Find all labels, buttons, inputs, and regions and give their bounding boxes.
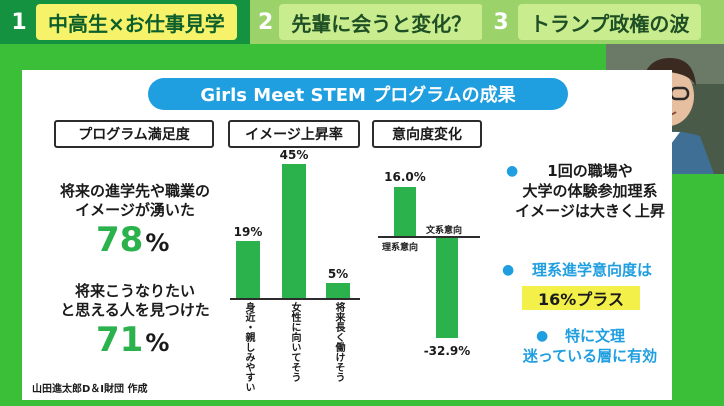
satisfaction-item2-number: 71 [96, 320, 144, 360]
intent-change-value-label: -32.9% [423, 344, 471, 358]
satisfaction-item2-line1: 将来こうなりたい [74, 282, 195, 300]
topic-2-label: 先輩に会うと変化？ [279, 4, 484, 40]
image-rise-category-label: 身近・親しみやすい [243, 302, 254, 392]
topic-1: 1 中高生×お仕事見学 [0, 0, 250, 44]
satisfaction-item1-value: 78% [96, 220, 169, 260]
header-intent-change: 意向度変化 [372, 120, 482, 148]
image-rise-category-label: 女性に向いてそう [289, 302, 300, 382]
image-rise-bar [236, 241, 260, 298]
satisfaction-item1-line1: 将来の進学先や職業の [59, 182, 210, 200]
image-rise-value-label: 45% [279, 148, 309, 162]
topic-3-label: トランプ政権の波 [518, 4, 702, 40]
point3-line2: 迷っている層に有効 [522, 347, 658, 365]
bullet-icon: ● [502, 262, 515, 278]
topic-banner: 1 中高生×お仕事見学 2 先輩に会うと変化？ 3 トランプ政権の波 [0, 0, 724, 44]
credit-text: 山田進太郎D＆I財団 作成 [32, 384, 148, 395]
intent-change-value-label: 16.0% [384, 170, 426, 185]
image-rise-category-label: 将来長く働けそう [333, 302, 344, 382]
image-rise-value-label: 5% [327, 267, 349, 282]
point2-highlight: 16%プラス [522, 286, 640, 310]
intent-change-category-label: 文系意向 [426, 226, 463, 236]
image-rise-bar [282, 164, 306, 298]
percent-unit: % [145, 229, 170, 257]
satisfaction-item2-line2: と思える人を見つけた [60, 301, 210, 319]
intent-change-bar [394, 187, 416, 236]
intent-change-bar [436, 238, 458, 338]
satisfaction-item1-line2: イメージが湧いた [75, 201, 195, 219]
panel-title: Girls Meet STEM プログラムの成果 [148, 78, 568, 110]
point3-line1: 特に文理 [564, 327, 625, 345]
percent-unit: % [145, 329, 170, 357]
header-image-rise: イメージ上昇率 [228, 120, 360, 148]
satisfaction-item1-number: 78 [96, 220, 144, 260]
point1-line1: 1回の職場や [547, 162, 633, 180]
topic-1-number: 1 [11, 9, 27, 35]
image-rise-value-label: 19% [233, 225, 263, 240]
satisfaction-item2-value: 71% [96, 320, 169, 360]
topic-3-number: 3 [493, 9, 509, 35]
bullet-icon: ● [506, 163, 519, 179]
point1-line3: イメージは大きく上昇 [515, 202, 665, 220]
intent-change-category-label: 理系意向 [382, 243, 419, 253]
topic-1-label: 中高生×お仕事見学 [36, 4, 237, 40]
bullet-icon: ● [536, 328, 549, 344]
image-rise-axis [230, 298, 360, 300]
point2-line1: 理系進学意向度は [531, 261, 652, 279]
image-rise-bar [326, 283, 350, 298]
header-satisfaction: プログラム満足度 [54, 120, 214, 148]
topic-2: 2 先輩に会うと変化？ [250, 0, 484, 44]
point1-line2: 大学の体験参加理系 [522, 182, 658, 200]
topic-2-number: 2 [258, 9, 274, 35]
topic-3: 3 トランプ政権の波 [482, 0, 724, 44]
intent-change-axis [378, 236, 480, 238]
